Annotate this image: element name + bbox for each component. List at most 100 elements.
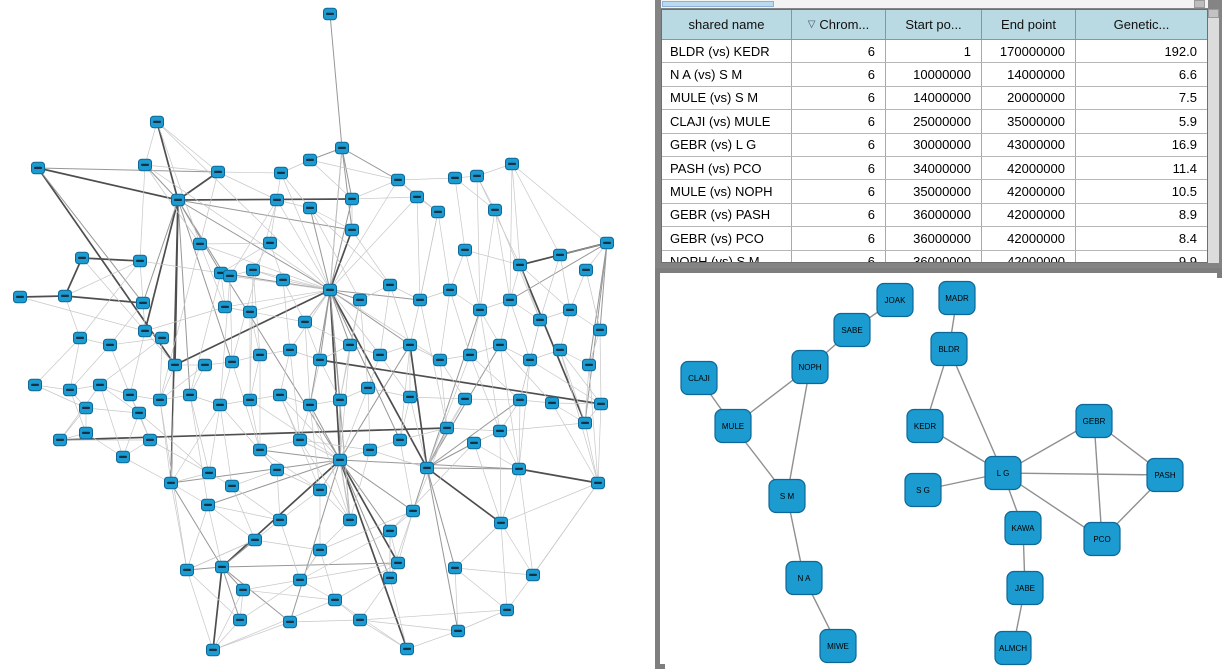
node-SABE[interactable]: SABE: [833, 312, 871, 348]
graph-node[interactable]: [391, 173, 405, 187]
node-PCO[interactable]: PCO: [1083, 521, 1121, 557]
graph-node[interactable]: [248, 533, 262, 547]
graph-node[interactable]: [215, 560, 229, 574]
horizontal-scrollbar[interactable]: [661, 0, 1208, 8]
graph-node[interactable]: [443, 283, 457, 297]
graph-node[interactable]: [361, 381, 375, 395]
graph-node[interactable]: [293, 573, 307, 587]
graph-node[interactable]: [594, 397, 608, 411]
graph-node[interactable]: [211, 165, 225, 179]
graph-node[interactable]: [440, 421, 454, 435]
graph-node[interactable]: [138, 324, 152, 338]
graph-node[interactable]: [93, 378, 107, 392]
graph-node[interactable]: [283, 615, 297, 629]
graph-node[interactable]: [406, 504, 420, 518]
graph-node[interactable]: [403, 338, 417, 352]
graph-node[interactable]: [505, 157, 519, 171]
graph-node[interactable]: [53, 433, 67, 447]
horizontal-scrollbar-thumb[interactable]: [662, 1, 774, 7]
graph-node[interactable]: [150, 115, 164, 129]
graph-node[interactable]: [467, 436, 481, 450]
graph-node[interactable]: [116, 450, 130, 464]
graph-node[interactable]: [273, 513, 287, 527]
graph-node[interactable]: [593, 323, 607, 337]
graph-node[interactable]: [263, 236, 277, 250]
graph-node[interactable]: [58, 289, 72, 303]
graph-node[interactable]: [213, 398, 227, 412]
graph-node[interactable]: [233, 613, 247, 627]
graph-node[interactable]: [79, 426, 93, 440]
graph-node[interactable]: [363, 443, 377, 457]
graph-node[interactable]: [433, 353, 447, 367]
scrollbar-corner-button[interactable]: [1194, 0, 1205, 8]
graph-node[interactable]: [270, 193, 284, 207]
graph-node[interactable]: [132, 406, 146, 420]
graph-node[interactable]: [545, 396, 559, 410]
node-GEBR[interactable]: GEBR: [1075, 403, 1113, 439]
graph-node[interactable]: [28, 378, 42, 392]
node-PASH[interactable]: PASH: [1146, 457, 1184, 493]
graph-node[interactable]: [403, 390, 417, 404]
table-row[interactable]: NOPH (vs) S M 6 36000000 42000000 9.9: [662, 250, 1207, 262]
graph-node[interactable]: [448, 171, 462, 185]
graph-node[interactable]: [458, 392, 472, 406]
graph-node[interactable]: [206, 643, 220, 657]
graph-node[interactable]: [164, 476, 178, 490]
table-row[interactable]: PASH (vs) PCO 6 34000000 42000000 11.4: [662, 156, 1207, 181]
graph-node[interactable]: [138, 158, 152, 172]
graph-node[interactable]: [133, 254, 147, 268]
table-row[interactable]: N A (vs) S M 6 10000000 14000000 6.6: [662, 63, 1207, 87]
column-header-0[interactable]: shared name: [662, 10, 792, 39]
graph-node[interactable]: [243, 305, 257, 319]
node-N-A[interactable]: N A: [785, 560, 823, 596]
node-MULE[interactable]: MULE: [714, 408, 752, 444]
table-row[interactable]: MULE (vs) S M 6 14000000 20000000 7.5: [662, 86, 1207, 111]
graph-node[interactable]: [225, 479, 239, 493]
graph-node[interactable]: [493, 338, 507, 352]
graph-node[interactable]: [333, 453, 347, 467]
graph-node[interactable]: [328, 593, 342, 607]
node-S-G[interactable]: S G: [904, 472, 942, 508]
graph-node[interactable]: [526, 568, 540, 582]
graph-node[interactable]: [323, 7, 337, 21]
small-network-canvas[interactable]: JOAK SABE NOPH CLAJI MULE S M N A MIWE MADR BLDR K…: [665, 278, 1222, 669]
graph-node[interactable]: [383, 571, 397, 585]
graph-node[interactable]: [270, 463, 284, 477]
graph-node[interactable]: [202, 466, 216, 480]
table-row[interactable]: GEBR (vs) L G 6 30000000 43000000 16.9: [662, 133, 1207, 157]
graph-node[interactable]: [313, 353, 327, 367]
graph-node[interactable]: [323, 283, 337, 297]
graph-node[interactable]: [223, 269, 237, 283]
node-L-G[interactable]: L G: [984, 455, 1022, 491]
graph-node[interactable]: [500, 603, 514, 617]
large-network-canvas[interactable]: [0, 0, 655, 669]
graph-node[interactable]: [512, 462, 526, 476]
graph-node[interactable]: [298, 315, 312, 329]
graph-node[interactable]: [31, 161, 45, 175]
table-row[interactable]: BLDR (vs) KEDR 6 1 170000000 192.0: [662, 40, 1207, 64]
graph-node[interactable]: [533, 313, 547, 327]
graph-node[interactable]: [503, 293, 517, 307]
graph-node[interactable]: [400, 642, 414, 656]
graph-node[interactable]: [313, 543, 327, 557]
graph-node[interactable]: [293, 433, 307, 447]
graph-node[interactable]: [183, 388, 197, 402]
graph-node[interactable]: [313, 483, 327, 497]
table-row[interactable]: CLAJI (vs) MULE 6 25000000 35000000 5.9: [662, 110, 1207, 134]
graph-node[interactable]: [373, 348, 387, 362]
graph-node[interactable]: [143, 433, 157, 447]
graph-node[interactable]: [103, 338, 117, 352]
node-JABE[interactable]: JABE: [1006, 570, 1044, 606]
graph-node[interactable]: [246, 263, 260, 277]
graph-node[interactable]: [383, 524, 397, 538]
graph-node[interactable]: [123, 388, 137, 402]
node-JOAK[interactable]: JOAK: [876, 282, 914, 318]
graph-node[interactable]: [198, 358, 212, 372]
graph-node[interactable]: [225, 355, 239, 369]
graph-node[interactable]: [136, 296, 150, 310]
graph-node[interactable]: [79, 401, 93, 415]
graph-node[interactable]: [155, 331, 169, 345]
graph-node[interactable]: [218, 300, 232, 314]
vertical-scrollbar-button[interactable]: [1208, 9, 1219, 18]
graph-node[interactable]: [273, 388, 287, 402]
